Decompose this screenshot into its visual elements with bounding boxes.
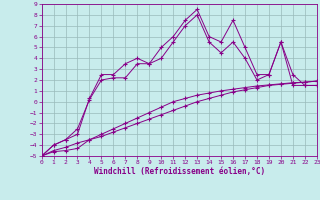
X-axis label: Windchill (Refroidissement éolien,°C): Windchill (Refroidissement éolien,°C) — [94, 167, 265, 176]
